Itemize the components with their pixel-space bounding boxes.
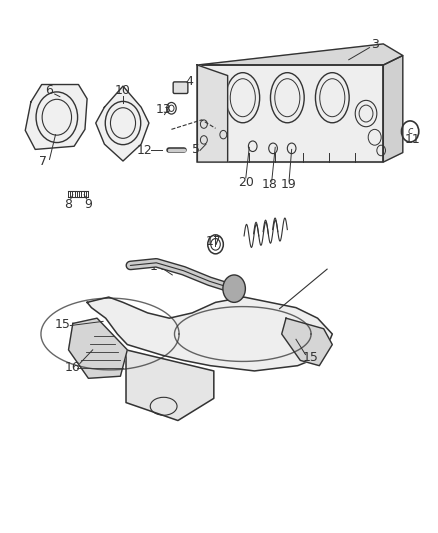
Polygon shape xyxy=(25,85,87,149)
Polygon shape xyxy=(198,65,228,162)
Text: 12: 12 xyxy=(137,144,152,157)
Polygon shape xyxy=(198,44,403,65)
Polygon shape xyxy=(198,65,383,162)
Polygon shape xyxy=(87,297,332,371)
Polygon shape xyxy=(96,86,149,161)
Text: 16: 16 xyxy=(65,361,81,374)
Text: 15: 15 xyxy=(54,318,71,331)
Text: 7: 7 xyxy=(39,155,47,167)
Text: 19: 19 xyxy=(280,178,296,191)
Polygon shape xyxy=(383,55,403,162)
Polygon shape xyxy=(282,318,332,366)
Text: 4: 4 xyxy=(186,75,194,88)
Text: 11: 11 xyxy=(405,133,420,147)
Text: 8: 8 xyxy=(64,198,72,211)
Text: 18: 18 xyxy=(262,178,278,191)
Text: 5: 5 xyxy=(192,143,200,156)
Polygon shape xyxy=(126,350,214,421)
Text: 10: 10 xyxy=(115,84,131,97)
Text: 3: 3 xyxy=(371,38,378,52)
Text: c: c xyxy=(407,126,413,136)
Polygon shape xyxy=(68,318,127,378)
Text: 6: 6 xyxy=(46,84,53,97)
Text: 13: 13 xyxy=(156,103,172,116)
Text: 20: 20 xyxy=(238,175,254,189)
Text: 9: 9 xyxy=(85,198,92,211)
FancyBboxPatch shape xyxy=(173,82,188,93)
Text: 17: 17 xyxy=(206,235,222,248)
Text: 15: 15 xyxy=(303,351,318,364)
Text: 14: 14 xyxy=(150,260,166,273)
Circle shape xyxy=(223,275,245,302)
